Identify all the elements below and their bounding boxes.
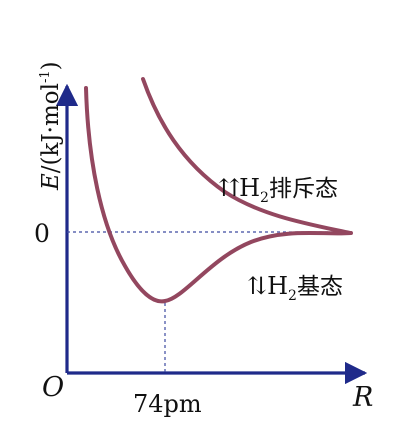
ground-state-label: ⇅H2基态 [247,274,343,303]
antiparallel-spin-icon: ⇅ [247,272,268,300]
repulsive-subscript: 2 [260,190,269,206]
repulsive-state-label: ⇈H2排斥态 [219,176,338,205]
y-axis-label: E/(kJ·mol-1) [38,61,64,190]
zero-energy-tick: 0 [34,219,50,248]
origin-label: O [42,372,65,403]
energy-unit-close: ) [38,61,64,71]
repulsive-molecule: H [239,174,261,202]
ground-subscript: 2 [288,288,297,304]
bond-length-tick: 74pm [133,390,202,418]
x-axis-label: R [353,382,374,413]
energy-unit-prefix: /(kJ·mol [38,83,64,174]
energy-unit-exponent: -1 [38,70,53,83]
energy-symbol: E [38,173,64,190]
repulsive-state-text: 排斥态 [268,176,338,202]
ground-state-curve [84,86,353,304]
repulsive-state-curve [141,77,352,235]
ground-state-text: 基态 [296,274,343,300]
ground-molecule: H [267,272,289,300]
parallel-spin-icon: ⇈ [219,174,240,202]
